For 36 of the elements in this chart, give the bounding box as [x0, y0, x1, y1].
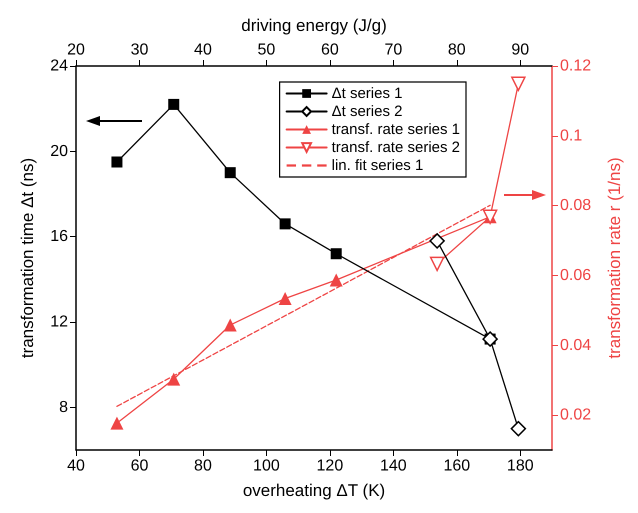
x2-tick-label: 70 [384, 42, 402, 58]
y-tick-label: 20 [50, 142, 68, 160]
legend-label: lin. fit series 1 [332, 157, 424, 174]
x2-tick-label: 60 [320, 42, 339, 58]
x-axis-title: overheating ΔT (K) [242, 481, 386, 500]
x2-tick-label: 30 [130, 42, 148, 58]
y2-tick-label: 0.06 [560, 266, 592, 284]
x-tick-label: 80 [194, 458, 212, 474]
y2-tick-label: 0.08 [560, 197, 592, 214]
y2-tick-label: 0.12 [560, 58, 592, 74]
legend-label: transf. rate series 1 [332, 121, 460, 138]
x-tick-label: 100 [253, 458, 280, 474]
legend-label: Δt series 2 [332, 103, 403, 120]
y-axis-title: transformation time Δt (ns) [18, 158, 37, 358]
x-tick-label: 60 [130, 458, 148, 474]
legend-label: Δt series 1 [332, 85, 403, 102]
y-tick-label: 24 [50, 58, 68, 74]
x2-tick-label: 50 [258, 42, 276, 58]
x2-tick-label: 80 [448, 42, 466, 58]
x2-axis-title: driving energy (J/g) [241, 16, 387, 35]
x-tick-label: 180 [506, 458, 534, 474]
x-tick-label: 140 [380, 458, 407, 474]
x-tick-label: 160 [443, 458, 470, 474]
x2-tick-label: 90 [511, 42, 530, 58]
y2-tick-label: 0.04 [560, 336, 592, 354]
x2-tick-label: 20 [67, 42, 85, 58]
y2-tick-label: 0.02 [560, 406, 592, 424]
y-tick-label: 16 [50, 228, 68, 246]
x-tick-label: 40 [67, 458, 85, 474]
y-tick-label: 8 [59, 398, 68, 416]
x2-tick-label: 40 [194, 42, 212, 58]
y2-tick-label: 0.1 [560, 127, 582, 144]
legend-label: transf. rate series 2 [332, 139, 460, 156]
y-tick-label: 12 [50, 314, 68, 330]
y2-axis-title: transformation rate r (1/ns) [605, 157, 624, 359]
x-tick-label: 120 [316, 458, 344, 474]
